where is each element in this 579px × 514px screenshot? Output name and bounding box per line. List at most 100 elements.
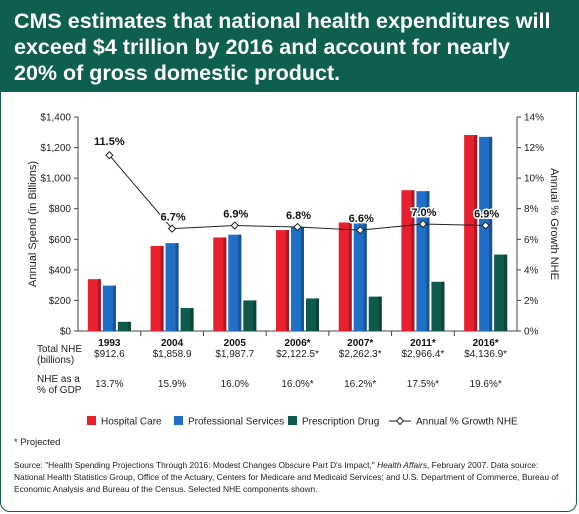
bar-shade xyxy=(474,135,478,331)
bar xyxy=(150,246,164,331)
legend-label: Professional Services xyxy=(188,417,284,428)
growth-point xyxy=(481,221,490,230)
legend-label: Hospital Care xyxy=(101,417,162,428)
legend: Hospital Care Professional Services Prescr… xyxy=(87,416,518,428)
table-cell: $1,858.9 xyxy=(153,349,192,360)
y2-tick-label: 8% xyxy=(524,204,539,215)
x-tick-label: 1993 xyxy=(98,338,121,349)
bar-shade xyxy=(316,298,319,331)
y2-tick-label: 14% xyxy=(524,113,544,124)
table-cell: $2,262.3* xyxy=(339,349,382,360)
y-tick-label: $200 xyxy=(49,296,72,307)
bar-shade xyxy=(504,254,508,331)
y2-tick-label: 2% xyxy=(524,296,539,307)
bar xyxy=(353,219,367,331)
bar-shade xyxy=(348,222,352,331)
y2-tick-label: 0% xyxy=(524,327,539,338)
bar xyxy=(464,135,478,331)
x-tick-label: 2004 xyxy=(161,338,184,349)
growth-point xyxy=(293,222,302,232)
bar xyxy=(494,254,508,331)
table-row-label: Total NHE xyxy=(37,344,82,355)
bar-shade xyxy=(301,227,304,331)
source-note: Source: "Health Spending Projections Thr… xyxy=(14,459,566,496)
bar-shade xyxy=(363,219,367,331)
table-cell: $1,987.7 xyxy=(215,349,254,360)
bar xyxy=(431,281,445,331)
bar xyxy=(306,298,319,331)
growth-point xyxy=(356,225,365,235)
y-tick-label: $800 xyxy=(49,204,72,215)
axes: $0 $200 $400 $600 $800 $1,000 $1,200 $1,400 0% 2%… xyxy=(27,113,560,350)
bar-shade xyxy=(489,136,493,331)
y2-tick-label: 4% xyxy=(524,265,539,276)
growth-line: 11.5% 6.7% 6.9% 6.8% 6.6% 7.0% 6.9% xyxy=(93,135,501,235)
growth-label: 6.9% xyxy=(223,209,248,221)
bar xyxy=(213,237,227,331)
legend-label: Prescription Drug xyxy=(302,417,379,428)
bars xyxy=(87,135,508,331)
x-tick-label: 2016* xyxy=(473,338,499,349)
y2-tick-label: 10% xyxy=(524,174,544,185)
bar xyxy=(165,243,179,331)
y-axis-title: Annual Spend (in Billions) xyxy=(27,161,39,287)
bar xyxy=(180,308,194,331)
bar-shade xyxy=(112,285,116,331)
growth-label: 7.0% xyxy=(411,207,436,219)
bar-shade xyxy=(426,191,430,331)
y2-tick-label: 12% xyxy=(524,143,544,154)
bar xyxy=(243,300,257,331)
bar-shade xyxy=(160,246,164,331)
table-row-label: (billions) xyxy=(37,355,74,366)
legend-swatch xyxy=(174,416,183,425)
bar xyxy=(479,136,493,331)
source-prefix: Source: "Health Spending Projections Thr… xyxy=(14,460,378,470)
bar xyxy=(291,227,304,331)
bar-shade xyxy=(378,296,382,331)
table-cell: $912.6 xyxy=(94,349,125,360)
table-cell: $2,966.4* xyxy=(402,349,445,360)
growth-point xyxy=(105,151,114,160)
bar-shade xyxy=(238,234,242,331)
x-tick-label: 2005 xyxy=(224,338,247,349)
x-tick-label: 2011* xyxy=(410,338,436,349)
legend-marker xyxy=(395,416,405,426)
table-cell: 13.7% xyxy=(95,379,123,390)
bar xyxy=(368,296,382,331)
table-cell: 15.9% xyxy=(158,379,186,390)
table-cell: 19.6%* xyxy=(470,379,502,390)
bar xyxy=(117,321,131,331)
y-tick-label: $1,000 xyxy=(40,174,71,185)
source-suffix: , February 2007. Data source: National H… xyxy=(14,460,559,495)
bar-shade xyxy=(223,237,227,331)
legend-swatch xyxy=(288,416,297,425)
table-cell: 17.5%* xyxy=(407,379,439,390)
bar-shade xyxy=(175,243,179,331)
growth-point xyxy=(230,221,239,230)
table-cell: 16.2%* xyxy=(344,379,376,390)
y2-axis-title: Annual % Growth NHE xyxy=(548,168,560,280)
table-row-label: NHE as a xyxy=(37,374,80,385)
source-journal: Health Affairs xyxy=(377,460,428,470)
bar-shade xyxy=(286,230,289,331)
bar xyxy=(228,234,242,331)
y-tick-label: $600 xyxy=(49,235,72,246)
table-cell: $4,136.9* xyxy=(464,349,507,360)
y-tick-label: $0 xyxy=(60,327,72,338)
y-tick-label: $1,400 xyxy=(40,113,71,124)
x-tick-label: 2007* xyxy=(347,338,373,349)
bar-shade xyxy=(253,300,257,331)
x-tick-label: 2006* xyxy=(284,338,310,349)
growth-label: 6.7% xyxy=(161,212,186,224)
data-table: Total NHE(billions) $912.6 $1,858.9 $1,987.… xyxy=(37,344,507,396)
y-tick-label: $1,200 xyxy=(40,143,71,154)
bar xyxy=(276,230,289,331)
footnote: * Projected xyxy=(14,437,61,448)
table-cell: $2,122.5* xyxy=(276,349,319,360)
growth-label: 11.5% xyxy=(94,136,125,148)
table-cell: 16.0%* xyxy=(281,379,313,390)
bar-shade xyxy=(411,190,415,331)
table-row-label: % of GDP xyxy=(37,385,82,396)
title-banner: CMS estimates that national health expen… xyxy=(0,0,579,92)
